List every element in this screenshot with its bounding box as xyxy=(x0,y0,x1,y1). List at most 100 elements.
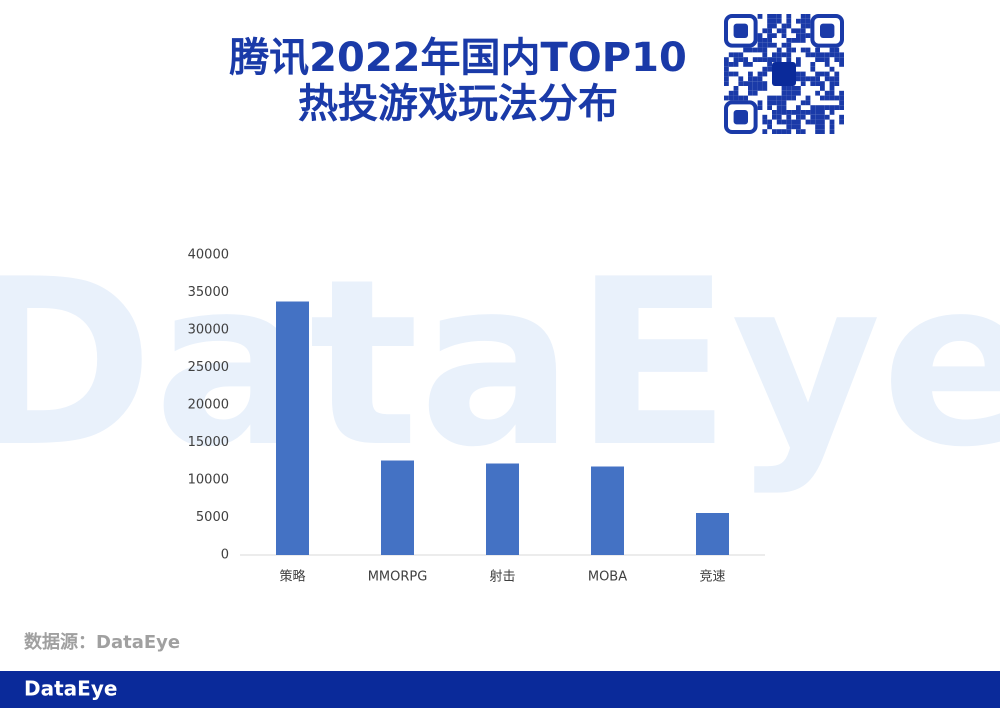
qr-module xyxy=(796,18,801,24)
qr-module xyxy=(752,90,758,96)
qr-module xyxy=(810,81,816,86)
qr-module xyxy=(824,57,830,62)
qr-module xyxy=(829,129,835,134)
qr-module xyxy=(776,57,782,62)
qr-module xyxy=(800,14,806,19)
x-tick-label: 策略 xyxy=(279,569,305,585)
qr-module xyxy=(796,38,801,43)
qr-module xyxy=(815,129,820,134)
qr-module xyxy=(805,47,811,53)
qr-module xyxy=(834,47,840,53)
qr-module xyxy=(786,90,792,96)
qr-module xyxy=(781,100,787,106)
qr-module xyxy=(834,57,840,62)
qr-module xyxy=(762,86,768,91)
qr-module xyxy=(791,47,796,53)
qr-module xyxy=(762,119,768,125)
qr-module xyxy=(752,86,758,91)
qr-module xyxy=(748,90,753,96)
qr-module xyxy=(810,66,816,72)
qr-module xyxy=(767,119,772,125)
qr-module xyxy=(839,105,844,110)
qr-module xyxy=(820,119,825,125)
qr-module xyxy=(728,62,734,67)
qr-module xyxy=(748,62,753,67)
qr-module xyxy=(772,14,777,19)
qr-module xyxy=(839,90,844,96)
qr-module xyxy=(829,86,835,91)
qr-module xyxy=(839,52,844,58)
bar xyxy=(696,513,729,555)
qr-module xyxy=(820,110,825,115)
qr-module xyxy=(805,33,811,38)
qr-module xyxy=(805,52,811,58)
qr-module xyxy=(776,18,782,24)
qr-module xyxy=(781,95,787,101)
qr-finder xyxy=(724,100,758,135)
qr-module xyxy=(748,86,753,91)
qr-module xyxy=(762,66,768,72)
qr-module xyxy=(805,18,811,24)
qr-module xyxy=(748,47,753,53)
x-tick-label: 射击 xyxy=(489,569,515,585)
qr-module xyxy=(839,119,844,125)
qr-module xyxy=(829,52,835,58)
qr-module xyxy=(815,81,820,86)
qr-module xyxy=(776,105,782,110)
qr-module xyxy=(791,90,796,96)
qr-module xyxy=(762,28,768,34)
qr-module xyxy=(805,14,811,19)
qr-module xyxy=(772,129,777,134)
qr-module xyxy=(824,71,830,77)
qr-module xyxy=(815,52,820,58)
source: 数据源：DataEye xyxy=(24,631,180,653)
qr-module xyxy=(805,110,811,115)
x-tick-label: 竞速 xyxy=(699,569,725,585)
qr-module xyxy=(834,95,840,101)
qr-module xyxy=(724,81,729,86)
qr-module xyxy=(752,81,758,86)
qr-module xyxy=(824,62,830,67)
qr-module xyxy=(820,95,825,101)
qr-module xyxy=(772,114,777,120)
qr-module xyxy=(800,81,806,86)
qr-module xyxy=(762,42,768,48)
y-tick-label: 0 xyxy=(221,548,229,563)
qr-module xyxy=(772,95,777,101)
qr-module xyxy=(820,81,825,86)
qr-module xyxy=(781,86,787,91)
qr-module xyxy=(752,57,758,62)
qr-module xyxy=(767,23,772,29)
qr-module xyxy=(762,114,768,120)
qr-module xyxy=(791,28,796,34)
qr-module xyxy=(762,129,768,134)
qr-module xyxy=(796,33,801,38)
qr-module xyxy=(829,81,835,86)
qr-module xyxy=(762,52,768,58)
qr-module xyxy=(815,114,820,120)
qr-module xyxy=(786,124,792,130)
qr-logo xyxy=(772,62,796,86)
qr-module xyxy=(752,76,758,82)
qr-module xyxy=(820,129,825,134)
qr-module xyxy=(810,119,816,125)
qr-module xyxy=(733,62,739,67)
qr-module xyxy=(805,23,811,29)
qr-module xyxy=(815,119,820,125)
y-tick-label: 25000 xyxy=(188,360,229,375)
y-tick-label: 40000 xyxy=(188,248,229,263)
watermark: DataEye xyxy=(0,231,1000,498)
qr-module xyxy=(800,110,806,115)
qr-module xyxy=(738,57,744,62)
qr-module xyxy=(781,33,787,38)
qr-module xyxy=(767,18,772,24)
qr-module xyxy=(733,95,739,101)
qr-module xyxy=(810,76,816,82)
qr-module xyxy=(733,52,739,58)
qr-module xyxy=(738,76,744,82)
qr-module xyxy=(776,119,782,125)
qr-module xyxy=(829,66,835,72)
qr-module xyxy=(796,114,801,120)
qr-module xyxy=(776,129,782,134)
qr-module xyxy=(757,42,763,48)
